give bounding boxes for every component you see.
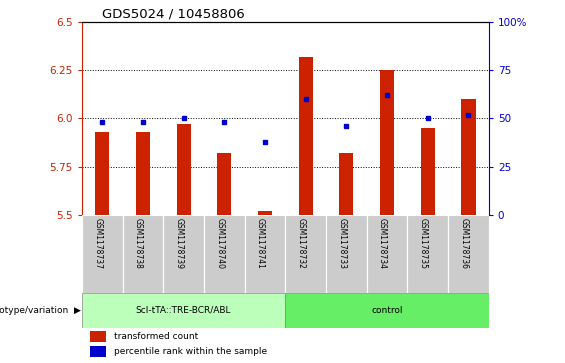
Bar xyxy=(176,124,191,215)
Bar xyxy=(90,331,106,342)
Text: GSM1178739: GSM1178739 xyxy=(175,218,184,269)
Bar xyxy=(448,215,489,293)
Bar xyxy=(82,293,285,328)
Bar xyxy=(380,70,394,215)
Bar xyxy=(285,293,489,328)
Bar xyxy=(95,132,110,215)
Text: GSM1178733: GSM1178733 xyxy=(337,218,346,269)
Text: GSM1178740: GSM1178740 xyxy=(215,218,224,269)
Text: genotype/variation  ▶: genotype/variation ▶ xyxy=(0,306,81,315)
Text: percentile rank within the sample: percentile rank within the sample xyxy=(115,347,268,356)
Text: GSM1178737: GSM1178737 xyxy=(93,218,102,269)
Text: GSM1178738: GSM1178738 xyxy=(134,218,143,269)
Bar xyxy=(245,215,285,293)
Bar xyxy=(82,215,123,293)
Bar xyxy=(136,132,150,215)
Text: GSM1178741: GSM1178741 xyxy=(256,218,265,269)
Bar xyxy=(326,215,367,293)
Bar xyxy=(163,215,204,293)
Bar xyxy=(298,57,313,215)
Bar xyxy=(420,128,435,215)
Bar xyxy=(339,153,354,215)
Text: GDS5024 / 10458806: GDS5024 / 10458806 xyxy=(102,8,245,21)
Text: Scl-tTA::TRE-BCR/ABL: Scl-tTA::TRE-BCR/ABL xyxy=(136,306,232,315)
Text: GSM1178732: GSM1178732 xyxy=(297,218,306,269)
Bar xyxy=(258,211,272,215)
Bar xyxy=(123,215,163,293)
Text: GSM1178734: GSM1178734 xyxy=(378,218,387,269)
Text: transformed count: transformed count xyxy=(115,332,199,341)
Text: GSM1178735: GSM1178735 xyxy=(419,218,428,269)
Bar xyxy=(407,215,448,293)
Bar xyxy=(217,153,232,215)
Text: GSM1178736: GSM1178736 xyxy=(459,218,468,269)
Bar xyxy=(90,346,106,357)
Text: control: control xyxy=(371,306,403,315)
Bar xyxy=(461,99,476,215)
Bar xyxy=(204,215,245,293)
Bar xyxy=(367,215,407,293)
Bar xyxy=(285,215,326,293)
